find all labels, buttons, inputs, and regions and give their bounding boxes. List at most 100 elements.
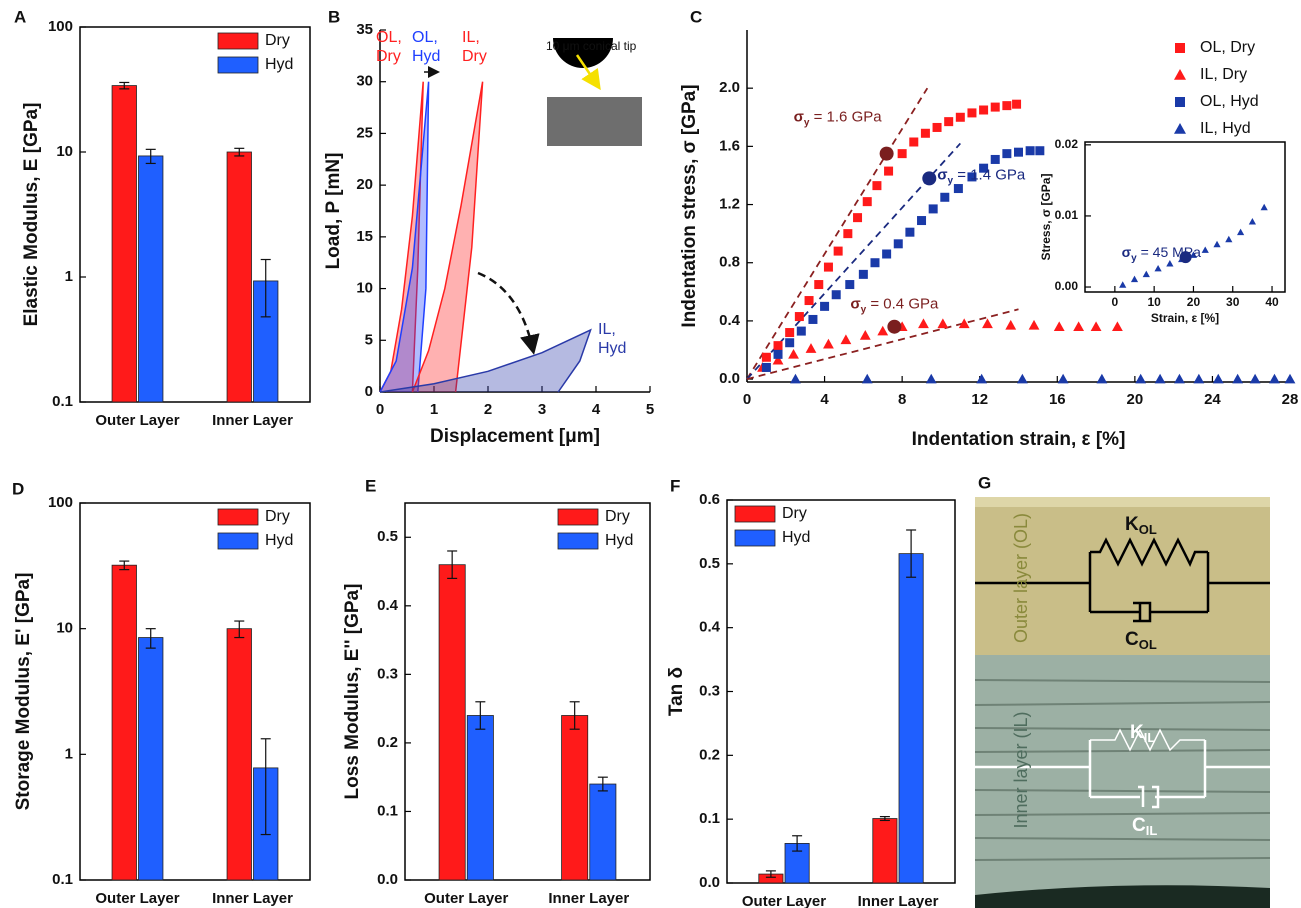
y-tick-label: 0.1 (699, 810, 720, 827)
tip-illustration (547, 38, 642, 146)
panel-label: F (670, 476, 680, 495)
y-tick-label: 100 (48, 494, 73, 511)
marker (845, 280, 855, 290)
error-bar (119, 560, 130, 571)
legend-swatch (217, 32, 259, 50)
x-tick-label: 1 (430, 401, 438, 418)
error-bar (792, 835, 803, 852)
y-tick-label: 1 (65, 268, 73, 285)
marker (805, 343, 817, 353)
yield-point (879, 146, 894, 161)
bar (589, 783, 617, 881)
marker (958, 318, 970, 329)
legend-swatch (734, 529, 776, 547)
yield-point (922, 171, 937, 186)
annotation-line: Hyd (598, 340, 626, 357)
marker (823, 338, 834, 349)
legend-marker (1175, 43, 1185, 53)
element-label: COL (1125, 629, 1157, 652)
y-tick-label: 1.2 (719, 196, 740, 213)
x-tick-label: 4 (820, 391, 829, 408)
load-curve (379, 81, 430, 393)
marker (967, 108, 977, 118)
legend-marker (1174, 123, 1186, 134)
y-tick-label: 2.0 (719, 79, 740, 96)
marker (932, 122, 942, 132)
yield-label: σy = 45 MPa (1122, 244, 1202, 264)
yield-label: σy = 1.6 GPa (794, 109, 883, 129)
y-tick-label: 0.4 (377, 597, 399, 614)
x-tick-label: 20 (1187, 295, 1201, 309)
panel-label: D (12, 479, 24, 498)
y-tick-label: 0.0 (699, 874, 720, 891)
x-tick-label: 12 (971, 391, 988, 408)
x-tick-label: 3 (538, 401, 546, 418)
marker (790, 373, 801, 384)
yield-label: σy = 0.4 GPa (850, 296, 939, 316)
y-tick-label: 0.0 (719, 370, 740, 387)
marker (808, 314, 818, 324)
error-bar (234, 620, 245, 639)
value-text: = 1.4 GPa (953, 166, 1026, 183)
marker (1130, 275, 1139, 283)
bar (111, 85, 137, 403)
x-tick-label: 28 (1282, 391, 1299, 408)
y-tick-label: 0.8 (719, 254, 740, 271)
marker (1174, 373, 1185, 384)
panel-label: G (978, 473, 991, 492)
y-axis-title: Load, P [mN] (323, 153, 344, 270)
marker (925, 373, 937, 384)
marker (877, 325, 889, 336)
marker (1154, 264, 1162, 272)
load-curve (379, 328, 592, 393)
marker (1073, 321, 1085, 332)
marker (967, 172, 977, 182)
marker (1154, 373, 1166, 384)
micrograph (974, 497, 1271, 908)
fit-line (746, 87, 929, 380)
value-text: = 1.6 GPa (809, 109, 882, 126)
marker (1269, 373, 1280, 384)
bar (438, 564, 466, 881)
marker (882, 249, 892, 259)
marker (1002, 149, 1012, 159)
marker (928, 204, 938, 214)
marker (861, 373, 873, 384)
marker (1016, 373, 1028, 384)
annotation-line: Hyd (412, 48, 440, 65)
x-tick-label: 10 (1147, 295, 1161, 309)
bar (138, 637, 164, 881)
marker (1213, 240, 1221, 248)
marker (773, 341, 783, 351)
x-tick-label: Outer Layer (424, 890, 508, 907)
subscript: y (804, 117, 810, 128)
marker (884, 166, 894, 176)
bar (466, 715, 494, 881)
error-bar (234, 147, 245, 157)
y-axis-title: Tan δ (666, 667, 687, 716)
y-tick-label: 25 (356, 124, 373, 141)
error-bar (765, 870, 776, 878)
y-tick-label: 10 (56, 620, 73, 637)
panel-label: C (690, 7, 702, 26)
annotation: 10 μm conical tip (546, 39, 637, 53)
y-tick-label: 0.3 (699, 682, 720, 699)
marker (990, 154, 1000, 164)
subscript: y (1131, 253, 1137, 264)
legend-label: Dry (605, 508, 630, 525)
y-tick-label: 0 (365, 383, 373, 400)
y-axis-title: Indentation stress, σ [GPa] (679, 84, 700, 327)
subscript: OL (1139, 637, 1157, 652)
x-tick-label: 2 (484, 401, 492, 418)
legend-label: Hyd (265, 56, 293, 73)
marker (990, 102, 1000, 112)
marker (1284, 373, 1296, 384)
y-tick-label: 0.2 (699, 746, 720, 763)
marker (917, 216, 927, 226)
y-tick-label: 0.5 (699, 555, 720, 572)
error-bar (447, 550, 458, 580)
plot-frame (79, 26, 311, 403)
legend-label: OL, Hyd (1200, 93, 1259, 110)
